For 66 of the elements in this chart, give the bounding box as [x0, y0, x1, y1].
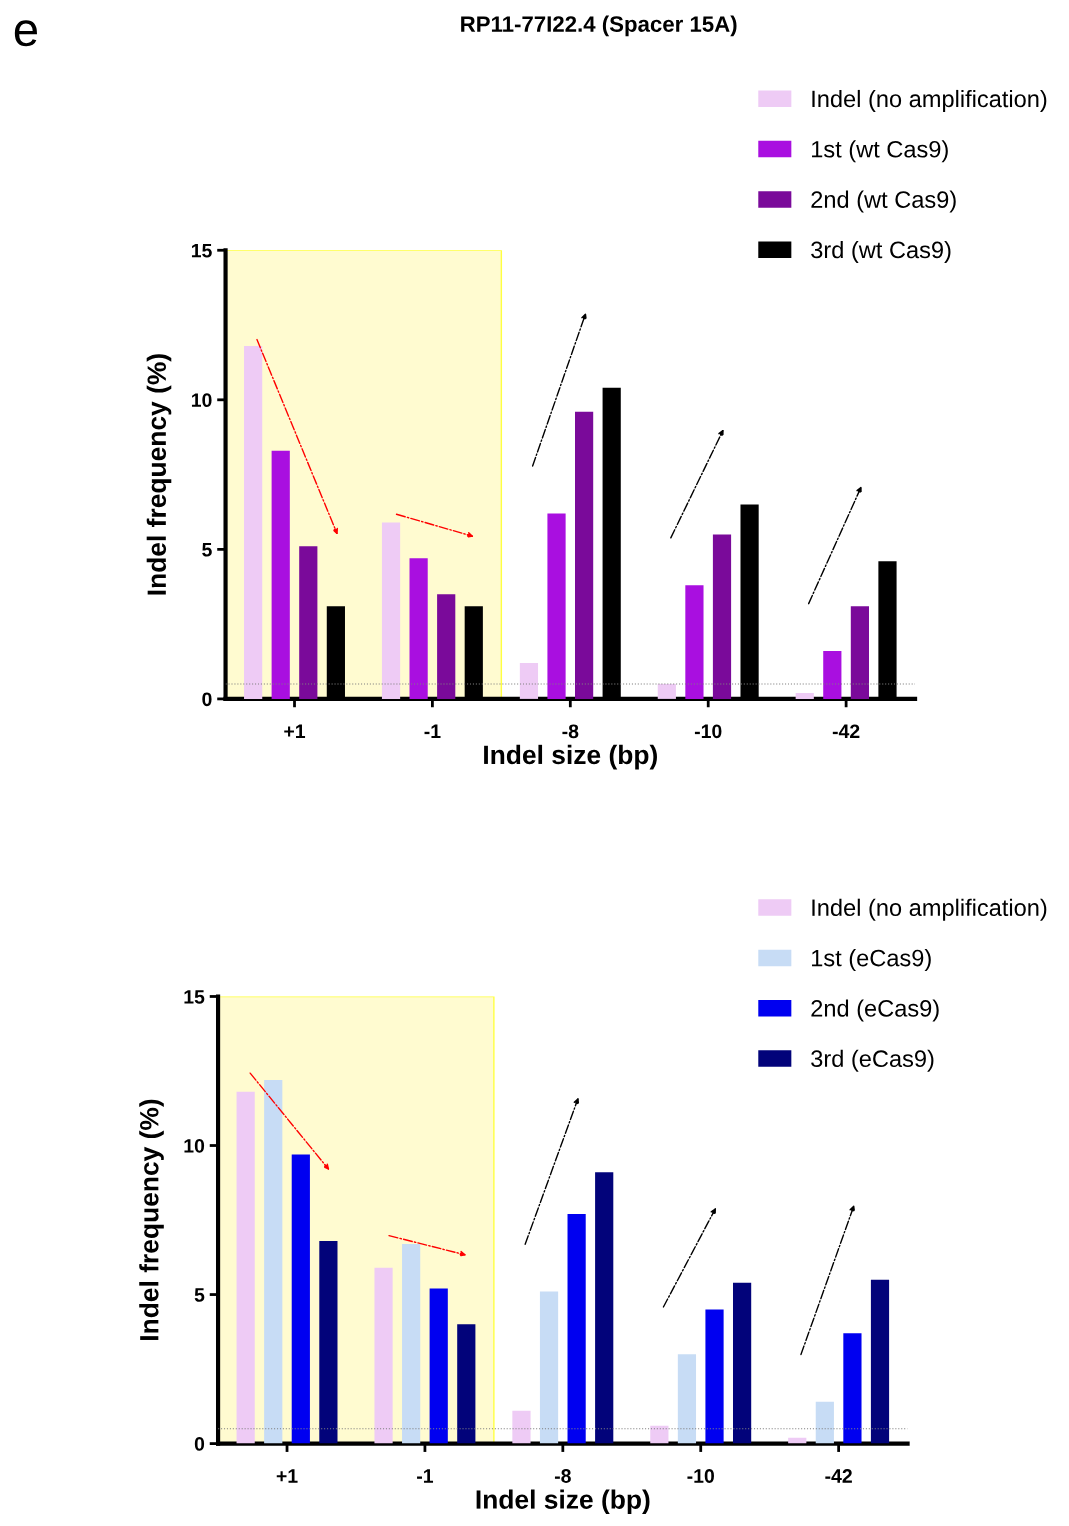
- x-tick-label: -8: [562, 724, 579, 739]
- legend-label: Indel (no amplification): [812, 89, 1047, 112]
- bar: [437, 594, 456, 699]
- bar: [733, 1282, 752, 1444]
- bar: [595, 1172, 614, 1444]
- bar: [299, 546, 318, 699]
- bar: [705, 1309, 724, 1444]
- bar: [650, 1425, 669, 1444]
- text: e: [14, 20, 37, 47]
- bar: [512, 1410, 531, 1444]
- bar: [291, 1154, 310, 1444]
- y-tick-label: 15: [191, 243, 212, 258]
- x-axis-title: Indel size (bp): [484, 744, 657, 770]
- x-axis-title: Indel size (bp): [476, 1489, 650, 1515]
- bar: [457, 1324, 476, 1444]
- bar: [409, 558, 428, 699]
- y-tick-label: 10: [191, 393, 212, 408]
- legend-label: Indel (no amplification): [812, 898, 1047, 921]
- bar: [374, 1267, 393, 1444]
- x-tick-label: -1: [424, 724, 441, 738]
- bar: [319, 1240, 338, 1444]
- y-tick-label: 5: [194, 1288, 205, 1302]
- legend-label: 3rd (wt Cas9): [811, 240, 951, 263]
- bar: [244, 345, 263, 699]
- x-tick-label: +1: [284, 724, 306, 738]
- bar: [843, 1333, 862, 1444]
- legend-label: 2nd (eCas9): [811, 999, 939, 1022]
- bar: [685, 585, 704, 699]
- x-tick-label: -42: [832, 724, 860, 738]
- bar: [795, 692, 814, 699]
- bar: [402, 1243, 421, 1444]
- bar: [381, 522, 401, 699]
- bar: [815, 1401, 834, 1444]
- y-tick-label: 5: [202, 543, 212, 557]
- legend-label: 1st (eCas9): [812, 949, 931, 972]
- bar: [677, 1354, 697, 1444]
- x-tick-label: -42: [825, 1469, 852, 1483]
- bar: [567, 1214, 586, 1444]
- bar: [575, 411, 594, 699]
- bar: [547, 513, 566, 699]
- legend-label: 2nd (wt Cas9): [811, 190, 956, 213]
- y-tick-label: 0: [202, 692, 212, 707]
- y-tick-label: 15: [184, 990, 205, 1004]
- y-axis-title: Indel frequency (%): [146, 354, 172, 595]
- x-tick-label: +1: [276, 1469, 298, 1483]
- x-tick-label: -10: [694, 724, 722, 739]
- x-tick-label: -1: [417, 1469, 434, 1483]
- legend-label: 3rd (eCas9): [811, 1049, 934, 1072]
- y-tick-label: 10: [184, 1138, 205, 1153]
- bar: [519, 663, 539, 699]
- bar: [850, 606, 870, 699]
- bar: [870, 1279, 890, 1444]
- y-tick-label: 0: [194, 1437, 205, 1451]
- x-tick-label: -8: [554, 1469, 571, 1483]
- bar: [264, 1079, 283, 1444]
- bar: [429, 1288, 448, 1444]
- bar: [236, 1091, 255, 1444]
- chart-title: RP11-77I22.4 (Spacer 15A): [461, 15, 737, 37]
- legend-label: 1st (wt Cas9): [812, 140, 948, 163]
- y-axis-title: Indel frequency (%): [139, 1099, 164, 1340]
- bar: [712, 534, 732, 699]
- bar: [271, 450, 290, 699]
- bar: [823, 651, 842, 699]
- x-tick-label: -10: [687, 1469, 714, 1483]
- bar: [657, 683, 676, 699]
- bar: [539, 1291, 559, 1444]
